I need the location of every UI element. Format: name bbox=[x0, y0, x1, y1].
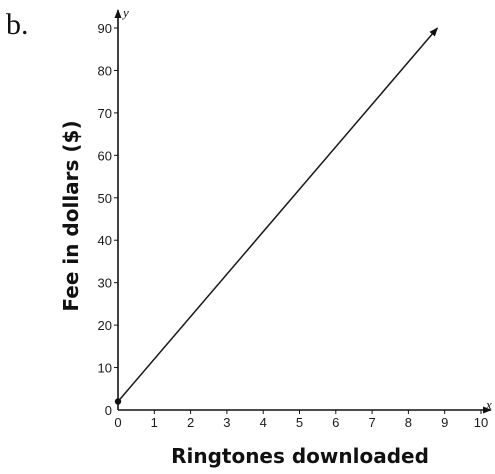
y-tick-label-20: 20 bbox=[98, 318, 112, 333]
x-axis-letter: x bbox=[485, 397, 492, 412]
x-tick-label-7: 7 bbox=[368, 415, 375, 430]
x-tick-label-10: 10 bbox=[474, 415, 488, 430]
x-tick-label-9: 9 bbox=[441, 415, 448, 430]
x-tick-label-8: 8 bbox=[405, 415, 412, 430]
panel-label: b. bbox=[6, 8, 29, 41]
x-tick-label-1: 1 bbox=[151, 415, 158, 430]
y-tick-labels: 0 10 20 30 40 50 60 70 80 90 bbox=[98, 21, 112, 418]
tick-marks bbox=[114, 27, 482, 414]
x-axis-title: Ringtones downloaded bbox=[171, 444, 429, 468]
x-tick-label-0: 0 bbox=[114, 415, 121, 430]
y-tick-label-60: 60 bbox=[98, 148, 112, 163]
y-axis-letter: y bbox=[121, 5, 129, 20]
x-tick-label-3: 3 bbox=[223, 415, 230, 430]
series bbox=[114, 27, 438, 405]
x-tick-label-6: 6 bbox=[332, 415, 339, 430]
x-tick-label-4: 4 bbox=[260, 415, 267, 430]
y-tick-label-30: 30 bbox=[98, 276, 112, 291]
y-tick-label-50: 50 bbox=[98, 191, 112, 206]
series-start-point-0 bbox=[114, 398, 122, 405]
y-tick-label-70: 70 bbox=[98, 106, 112, 121]
y-tick-label-80: 80 bbox=[98, 63, 112, 78]
axes bbox=[114, 9, 492, 414]
y-tick-label-40: 40 bbox=[98, 233, 112, 248]
x-tick-label-5: 5 bbox=[296, 415, 303, 430]
x-tick-label-2: 2 bbox=[187, 415, 194, 430]
x-tick-labels: 0 1 2 3 4 5 6 7 8 9 10 bbox=[114, 415, 488, 430]
y-tick-label-90: 90 bbox=[98, 21, 112, 36]
y-tick-label-0: 0 bbox=[105, 403, 112, 418]
y-tick-label-10: 10 bbox=[98, 361, 112, 376]
y-axis-title: Fee in dollars ($) bbox=[59, 120, 83, 311]
series-line-0 bbox=[117, 27, 438, 402]
